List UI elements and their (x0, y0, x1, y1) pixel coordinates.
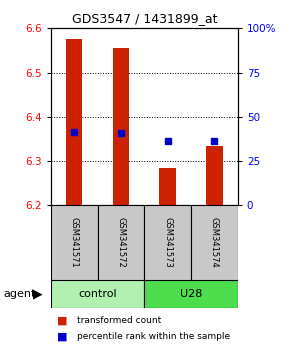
Text: ▶: ▶ (33, 287, 43, 300)
Bar (97, 205, 144, 280)
Bar (206, 145, 223, 205)
Text: GSM341573: GSM341573 (163, 217, 172, 268)
Text: transformed count: transformed count (77, 316, 161, 325)
Text: U28: U28 (180, 289, 202, 299)
Bar (160, 168, 176, 205)
Bar (191, 205, 238, 280)
Text: GDS3547 / 1431899_at: GDS3547 / 1431899_at (72, 12, 218, 25)
Text: GSM341571: GSM341571 (70, 217, 79, 268)
Bar (144, 205, 191, 280)
Text: GSM341574: GSM341574 (210, 217, 219, 268)
Bar (113, 48, 129, 205)
Text: control: control (78, 289, 117, 299)
Text: ■: ■ (57, 331, 67, 341)
Text: agent: agent (3, 289, 35, 299)
Bar (66, 39, 82, 205)
Text: GSM341572: GSM341572 (116, 217, 125, 268)
Bar (51, 205, 97, 280)
Bar (51, 280, 144, 308)
Text: percentile rank within the sample: percentile rank within the sample (77, 332, 230, 341)
Bar (144, 280, 238, 308)
Text: ■: ■ (57, 315, 67, 325)
